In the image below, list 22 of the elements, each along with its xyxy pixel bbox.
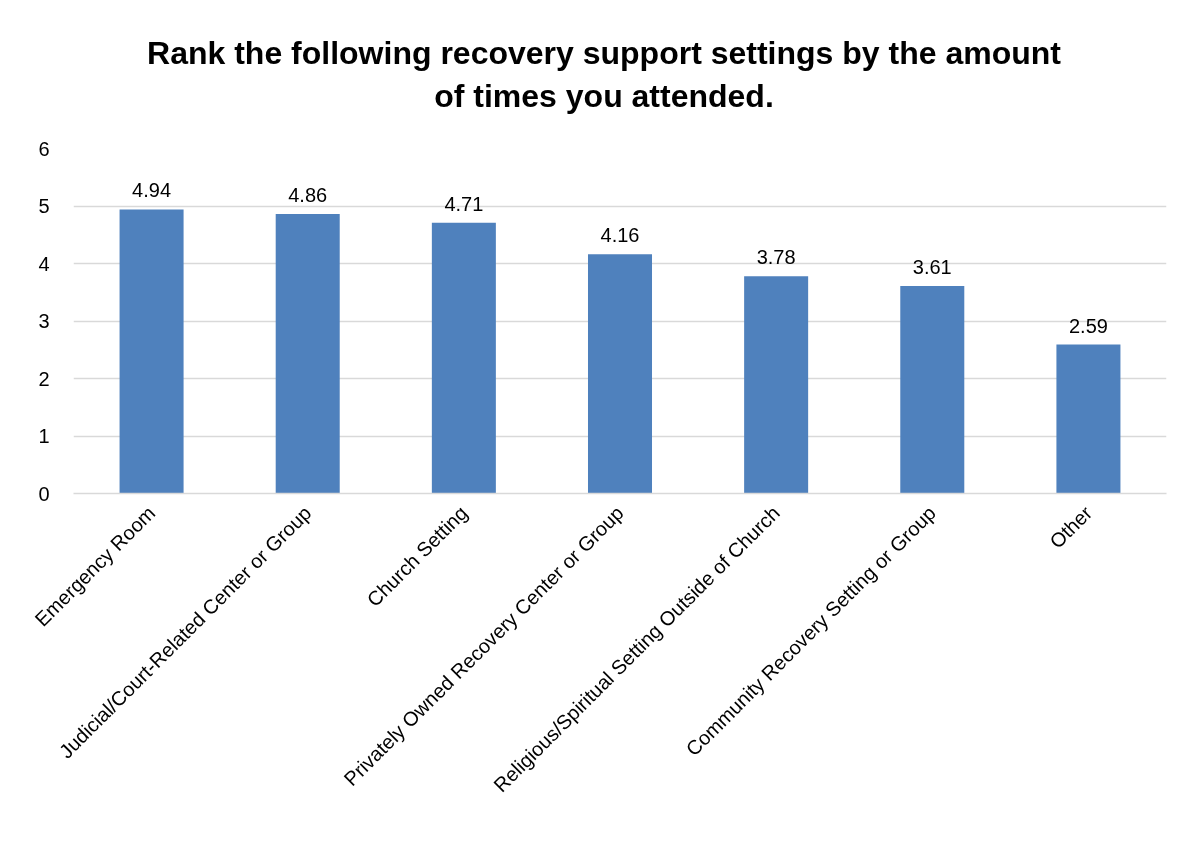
y-tick-label: 3 bbox=[38, 310, 50, 332]
y-tick-label: 2 bbox=[38, 367, 50, 390]
data-label: 4.86 bbox=[288, 184, 328, 207]
data-label: 4.71 bbox=[444, 192, 484, 215]
data-label: 3.78 bbox=[756, 246, 796, 269]
chart-title: Rank the following recovery support settings by the amount of times you attended. bbox=[146, 34, 1062, 117]
bar bbox=[1056, 344, 1121, 494]
bar bbox=[900, 285, 965, 494]
bar bbox=[587, 254, 653, 494]
data-label: 4.94 bbox=[132, 179, 172, 202]
bar bbox=[275, 214, 340, 494]
bar bbox=[119, 209, 184, 494]
data-label: 3.61 bbox=[912, 255, 952, 278]
data-label: 2.59 bbox=[1068, 314, 1108, 337]
y-tick-label: 4 bbox=[38, 252, 50, 275]
y-tick-label: 1 bbox=[38, 425, 50, 447]
bar bbox=[431, 222, 496, 494]
y-tick-label: 6 bbox=[38, 137, 50, 160]
bar bbox=[744, 276, 809, 494]
y-tick-label: 0 bbox=[38, 482, 50, 505]
y-tick-label: 5 bbox=[38, 195, 50, 217]
data-label: 4.16 bbox=[600, 224, 640, 247]
